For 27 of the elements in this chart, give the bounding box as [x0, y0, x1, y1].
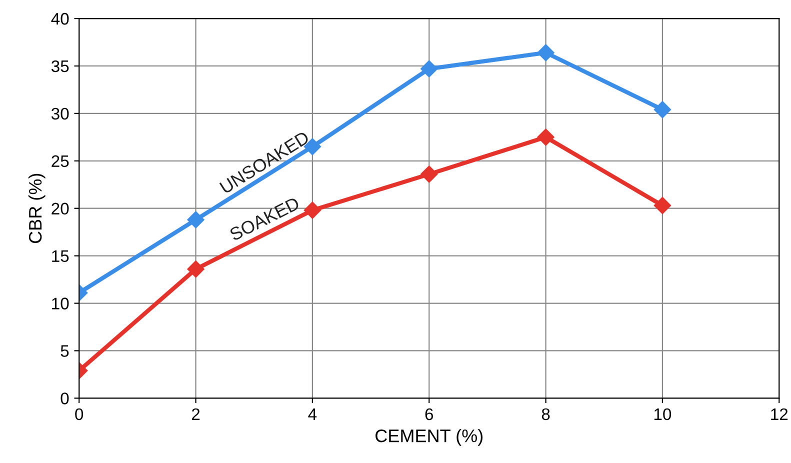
point — [187, 211, 204, 228]
x-tick-label: 4 — [308, 408, 317, 420]
y-tick-label: 35 — [51, 60, 69, 72]
point — [304, 202, 321, 219]
point — [187, 260, 204, 278]
x-tick-label: 2 — [192, 408, 200, 420]
y-tick-label: 0 — [60, 392, 69, 404]
y-tick-label: 25 — [52, 155, 69, 168]
y-tick-label: 15 — [52, 250, 69, 262]
point — [537, 128, 554, 146]
point — [654, 196, 672, 214]
y-axis-title: CBR (%) — [28, 174, 46, 244]
x-tick-label: 8 — [542, 408, 550, 420]
point — [654, 101, 672, 118]
x-tick-label: 12 — [771, 408, 788, 420]
y-tick-label: 5 — [60, 345, 69, 357]
y-tick-label: 10 — [52, 298, 69, 310]
x-axis-title: CEMENT (%) — [376, 428, 483, 446]
point — [537, 44, 554, 62]
x-tick-label: 10 — [654, 408, 672, 420]
point — [420, 166, 438, 183]
x-tick-label: 6 — [425, 408, 434, 420]
y-tick-label: 40 — [51, 12, 69, 25]
y-tick-label: 30 — [51, 108, 69, 120]
point — [420, 60, 438, 78]
x-tick-label: 0 — [75, 408, 84, 420]
y-tick-label: 20 — [52, 202, 69, 215]
